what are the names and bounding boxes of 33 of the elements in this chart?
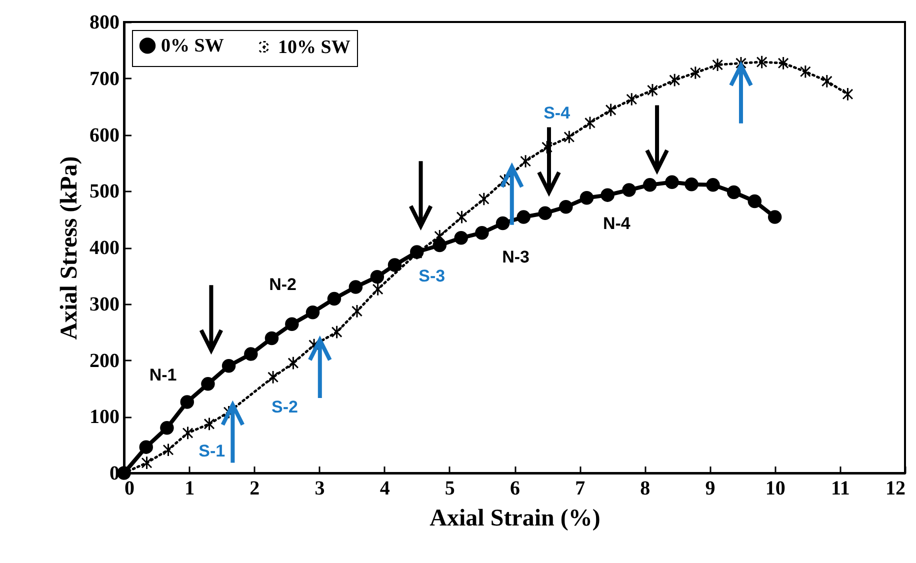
x-tick-label: 10 [765, 478, 786, 500]
y-tick-label: 200 [90, 350, 120, 372]
annotation: S-2 [272, 398, 298, 417]
y-tick-label: 300 [90, 293, 120, 316]
y-tick-label: 500 [90, 180, 120, 203]
annotation: S-1 [198, 442, 226, 461]
x-tick-label: 12 [886, 478, 906, 500]
annotation: N-3 [502, 248, 530, 267]
annotation: N-1 [149, 366, 177, 385]
x-tick-label: 4 [380, 478, 390, 500]
x-tick-label: 7 [575, 478, 586, 500]
x-tick-label: 9 [705, 478, 716, 500]
annotation: S-4 [544, 103, 571, 122]
x-tick-label: 6 [510, 478, 520, 500]
legend-label: 0% SW [161, 36, 224, 57]
x-tick-label: 11 [830, 478, 850, 500]
legend-label: 10% SW [278, 37, 350, 58]
y-tick-label: 100 [90, 406, 120, 428]
y-tick-label: 600 [90, 124, 120, 146]
x-tick-label: 0 [124, 478, 134, 500]
x-tick-label: 1 [184, 478, 195, 500]
y-tick-label: 400 [90, 237, 120, 259]
x-tick-label: 8 [640, 478, 650, 500]
x-axis-title: Axial Strain (%) [430, 506, 600, 532]
x-tick-label: 2 [250, 478, 260, 500]
annotation: N-4 [602, 214, 631, 233]
annotation: N-2 [269, 274, 297, 294]
y-tick-label: 700 [90, 68, 120, 90]
x-tick-label: 5 [444, 478, 455, 500]
x-tick-label: 3 [314, 478, 325, 500]
y-tick-label: 800 [90, 12, 120, 34]
annotation: S-3 [418, 266, 446, 286]
y-axis-title: Axial Stress (kPa) [56, 156, 82, 340]
